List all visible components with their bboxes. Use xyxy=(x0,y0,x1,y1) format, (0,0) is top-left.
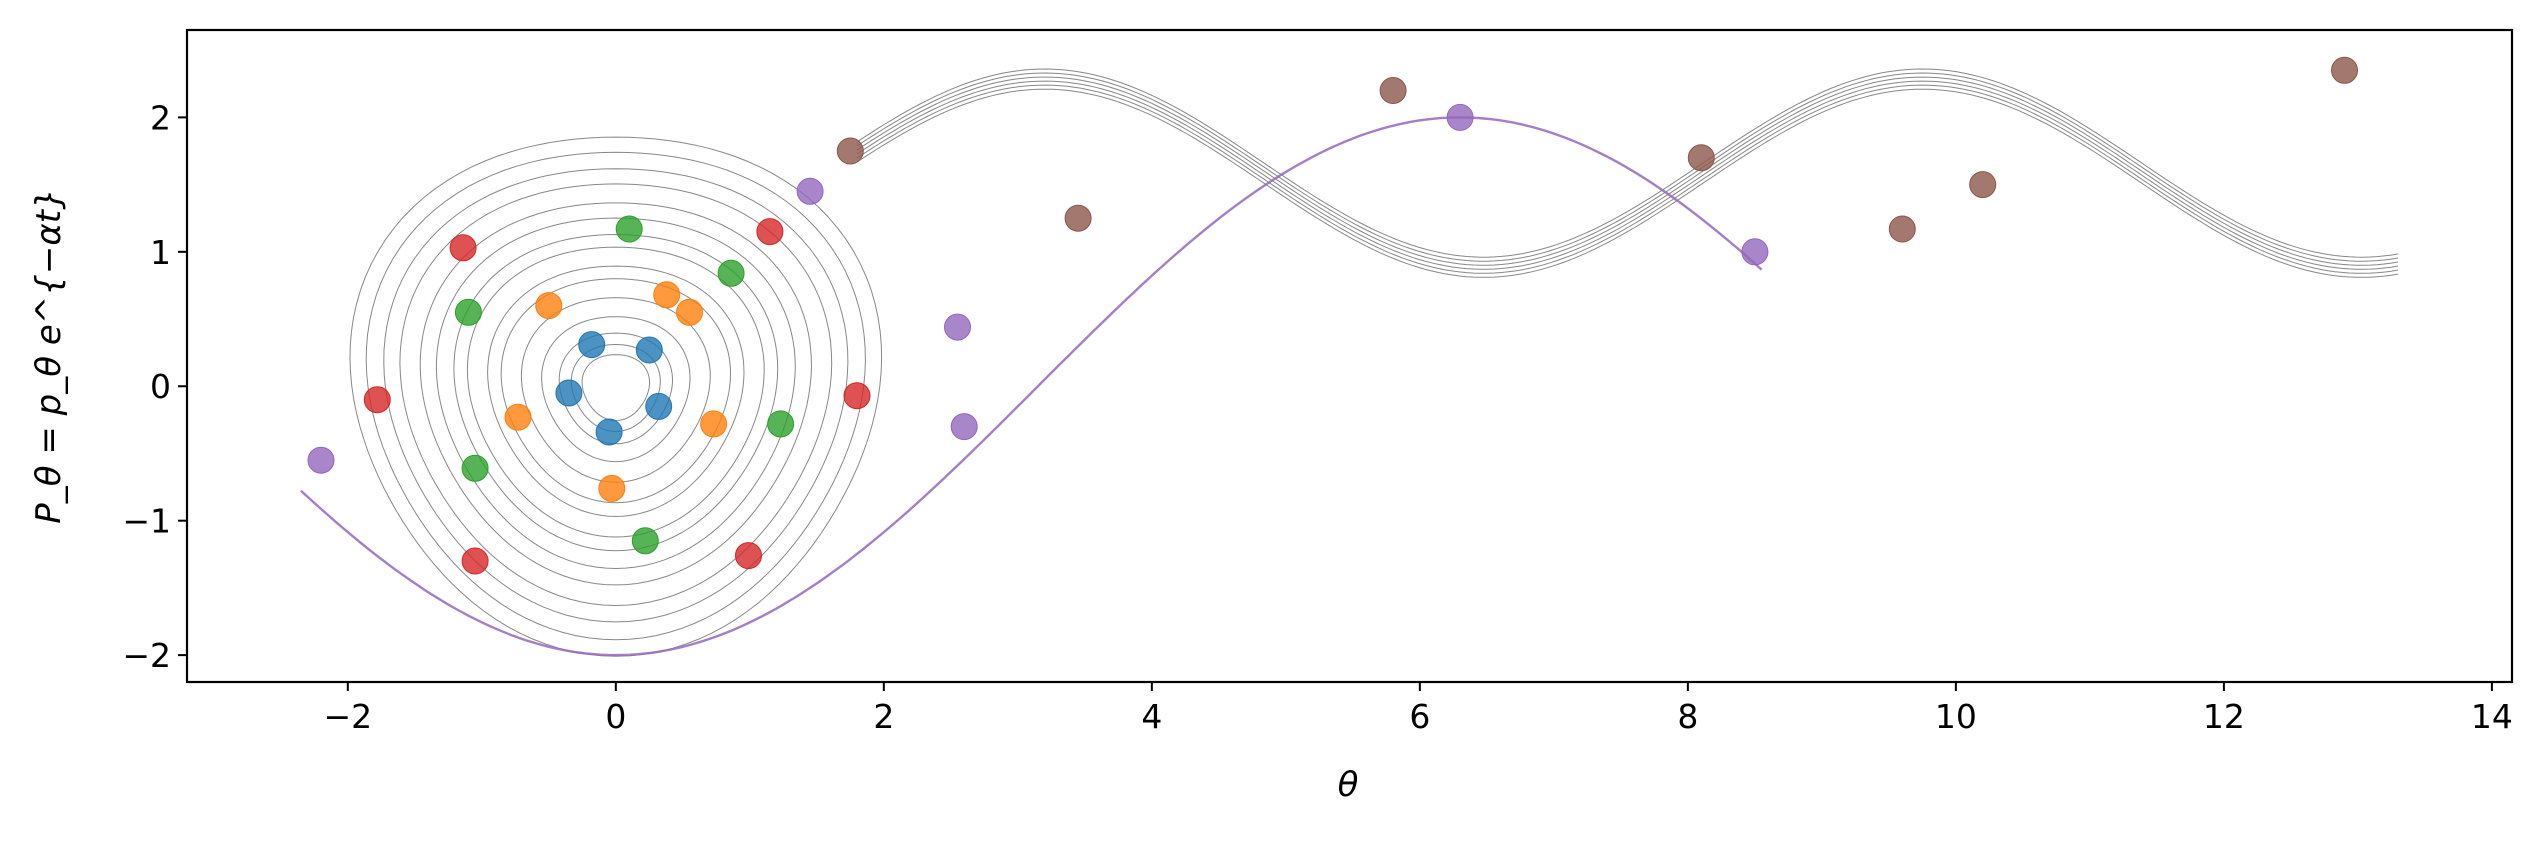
spiral-trajectory xyxy=(383,168,849,623)
phase-blob xyxy=(535,292,563,320)
y-tick-label: 0 xyxy=(150,367,171,406)
wave-trajectory xyxy=(856,72,2399,262)
spiral-trajectory xyxy=(419,202,813,586)
phase-blob xyxy=(461,547,489,575)
x-tick-label: 2 xyxy=(873,697,894,736)
wave-trajectory xyxy=(856,88,2399,278)
phase-blob xyxy=(944,313,971,341)
phase-blob xyxy=(598,474,626,502)
phase-blob xyxy=(676,298,703,326)
phase-blob xyxy=(1741,238,1769,266)
phase-blob xyxy=(1379,77,1407,104)
x-tick-label: 10 xyxy=(1935,697,1977,736)
spiral-trajectory xyxy=(581,354,650,422)
phase-blob xyxy=(796,177,824,205)
marker-series xyxy=(307,56,2358,575)
x-tick-label: 0 xyxy=(605,697,626,736)
spiral-trajectory xyxy=(487,265,745,517)
spiral-trajectory xyxy=(466,246,765,538)
phase-blob xyxy=(363,386,391,414)
phase-blob xyxy=(635,336,663,364)
wave-trajectory xyxy=(856,68,2399,258)
phase-blob xyxy=(631,527,659,555)
phase-blob xyxy=(1064,204,1092,232)
y-axis-ticks: −2 −1 0 1 2 xyxy=(122,98,187,675)
phase-blob xyxy=(595,418,623,446)
phase-blob xyxy=(756,218,784,246)
phase-blob xyxy=(578,331,606,359)
wave-trajectory xyxy=(856,76,2399,266)
phase-blob xyxy=(645,392,673,420)
x-axis-label: θ xyxy=(1338,765,1359,805)
phase-blob xyxy=(1888,215,1916,243)
x-tick-label: 6 xyxy=(1409,697,1430,736)
phase-blob xyxy=(555,379,583,407)
phase-blob xyxy=(307,446,335,474)
phase-blob xyxy=(717,259,745,287)
phase-blob xyxy=(504,403,532,431)
wave-trajectory xyxy=(856,84,2399,274)
axes-frame xyxy=(185,28,2514,684)
spiral-trajectory xyxy=(520,297,711,483)
phase-blob xyxy=(454,298,482,326)
y-tick-label: −2 xyxy=(122,636,171,675)
spiral-trajectory xyxy=(399,183,833,607)
phase-blob xyxy=(653,281,681,309)
phase-blob xyxy=(836,137,864,165)
phase-blob xyxy=(461,454,489,482)
y-axis-label: P_θ = p_θ e^{−αt} xyxy=(29,188,69,524)
x-tick-label: −2 xyxy=(323,697,372,736)
phase-blob xyxy=(449,234,477,262)
x-tick-label: 4 xyxy=(1141,697,1162,736)
phase-blob xyxy=(615,215,643,243)
spiral-trajectory xyxy=(349,136,883,657)
phase-blob xyxy=(1969,171,1997,199)
trajectory-bundle xyxy=(300,68,2399,657)
y-tick-label: −1 xyxy=(122,502,171,541)
y-tick-label: 1 xyxy=(150,233,171,272)
phase-blob xyxy=(735,542,762,570)
separatrix-curve xyxy=(300,116,1763,657)
spiral-trajectory xyxy=(541,316,691,463)
x-tick-label: 14 xyxy=(2471,697,2513,736)
x-tick-label: 8 xyxy=(1677,697,1698,736)
phase-blob xyxy=(1687,144,1715,172)
y-tick-label: 2 xyxy=(150,98,171,137)
phase-blob xyxy=(950,413,978,441)
phase-blob xyxy=(2331,56,2358,84)
spiral-trajectory xyxy=(365,151,866,641)
phase-blob xyxy=(700,410,728,438)
spiral-trajectory xyxy=(435,217,796,570)
phase-blob xyxy=(767,410,795,438)
x-tick-label: 12 xyxy=(2203,697,2245,736)
wave-trajectory xyxy=(856,80,2399,270)
x-axis-ticks: −2 0 2 4 6 8 10 12 14 xyxy=(323,682,2513,736)
phase-blob xyxy=(843,382,871,410)
phase-blob xyxy=(1446,103,1474,131)
spiral-trajectory xyxy=(453,233,779,552)
